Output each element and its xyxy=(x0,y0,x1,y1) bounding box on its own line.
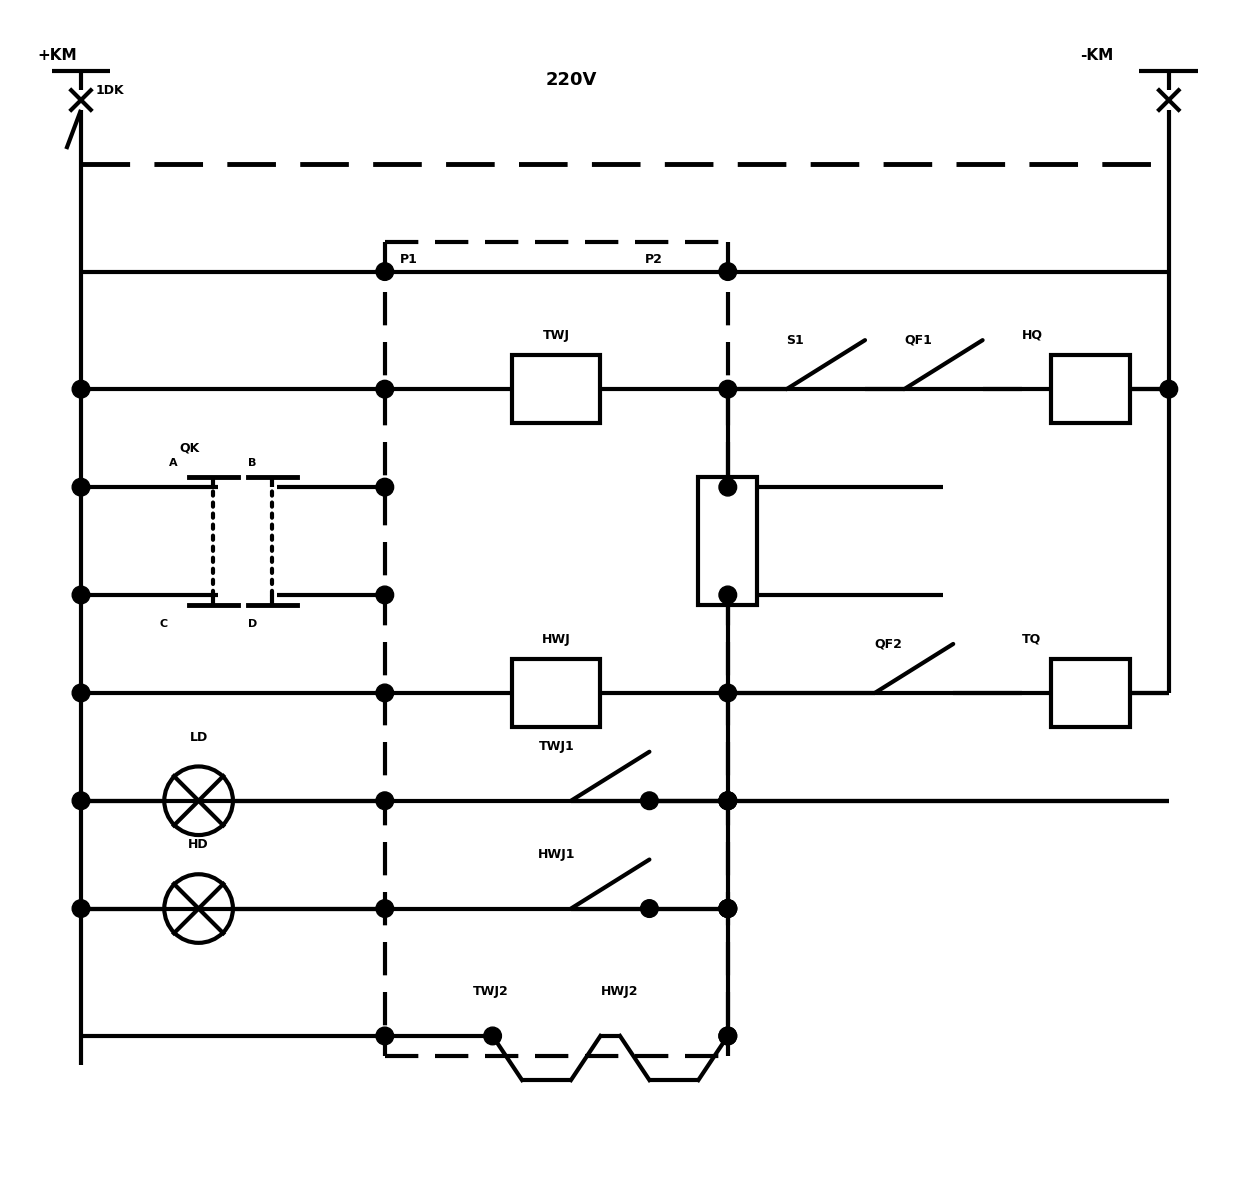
Circle shape xyxy=(376,587,393,604)
Text: TWJ: TWJ xyxy=(543,328,570,341)
Circle shape xyxy=(376,1027,393,1045)
Text: QF1: QF1 xyxy=(904,334,932,347)
Circle shape xyxy=(719,479,737,497)
Text: HQ: HQ xyxy=(1022,328,1043,341)
Circle shape xyxy=(719,380,737,398)
Bar xyxy=(1052,354,1130,423)
Text: LD: LD xyxy=(190,730,208,743)
Circle shape xyxy=(376,792,393,809)
Bar xyxy=(512,659,600,728)
Text: TQ: TQ xyxy=(1022,633,1042,646)
Text: D: D xyxy=(248,620,257,629)
Text: +KM: +KM xyxy=(37,49,77,64)
Text: HWJ: HWJ xyxy=(542,633,570,646)
Circle shape xyxy=(72,587,89,604)
Circle shape xyxy=(376,380,393,398)
Text: S1: S1 xyxy=(786,334,805,347)
Text: B: B xyxy=(248,457,255,468)
Circle shape xyxy=(376,479,393,497)
Circle shape xyxy=(719,684,737,702)
Circle shape xyxy=(72,479,89,497)
Circle shape xyxy=(719,899,737,917)
Circle shape xyxy=(376,899,393,917)
Circle shape xyxy=(72,684,89,702)
Circle shape xyxy=(72,792,89,809)
Circle shape xyxy=(719,792,737,809)
Circle shape xyxy=(719,899,737,917)
Circle shape xyxy=(719,1027,737,1045)
Text: QF2: QF2 xyxy=(874,638,903,651)
Circle shape xyxy=(641,899,658,917)
Text: C: C xyxy=(160,620,167,629)
Text: 1DK: 1DK xyxy=(95,84,124,97)
Circle shape xyxy=(719,1027,737,1045)
Text: TWJ1: TWJ1 xyxy=(538,741,574,754)
Text: HWJ1: HWJ1 xyxy=(538,848,575,861)
Text: 220V: 220V xyxy=(546,71,596,89)
Circle shape xyxy=(719,792,737,809)
Bar xyxy=(512,354,600,423)
Text: HWJ2: HWJ2 xyxy=(600,986,637,998)
Circle shape xyxy=(641,792,658,809)
Circle shape xyxy=(72,899,89,917)
Text: A: A xyxy=(169,457,177,468)
Text: P2: P2 xyxy=(645,254,662,267)
Text: TWJ2: TWJ2 xyxy=(472,986,508,998)
Text: -KM: -KM xyxy=(1080,49,1114,64)
Circle shape xyxy=(1159,380,1178,398)
Circle shape xyxy=(719,587,737,604)
Text: HD: HD xyxy=(188,838,208,851)
Circle shape xyxy=(719,263,737,281)
Circle shape xyxy=(376,684,393,702)
Circle shape xyxy=(484,1027,501,1045)
Circle shape xyxy=(719,792,737,809)
Text: QK: QK xyxy=(179,442,200,455)
Text: P1: P1 xyxy=(399,254,418,267)
Circle shape xyxy=(72,380,89,398)
Circle shape xyxy=(719,899,737,917)
Circle shape xyxy=(376,263,393,281)
Bar xyxy=(1052,659,1130,728)
Bar xyxy=(698,478,758,604)
